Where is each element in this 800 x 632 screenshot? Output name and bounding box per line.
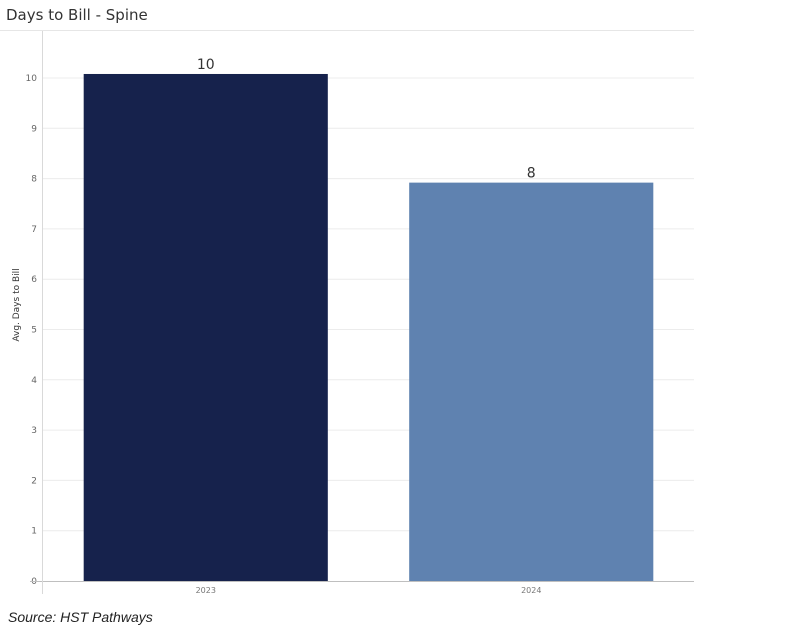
y-tick-label: 1 xyxy=(31,527,37,537)
title-divider xyxy=(0,30,694,31)
data-label-2023: 10 xyxy=(197,57,215,73)
y-tick-label: 2 xyxy=(31,476,37,486)
source-note: Source: HST Pathways xyxy=(8,609,153,625)
data-label-2024: 8 xyxy=(527,166,536,182)
y-axis-ticks: 012345678910 xyxy=(26,74,38,587)
chart-title: Days to Bill - Spine xyxy=(6,6,148,24)
y-tick-label: 5 xyxy=(31,326,37,336)
bar-2023 xyxy=(83,73,328,581)
y-tick-label: 8 xyxy=(31,175,37,185)
y-tick-label: 9 xyxy=(31,124,37,134)
y-tick-label: 4 xyxy=(31,376,37,386)
x-axis-ticks: 2023 2024 xyxy=(196,586,542,595)
bar-2024 xyxy=(409,182,654,581)
y-tick-label: 10 xyxy=(26,74,38,84)
y-tick-label: 3 xyxy=(31,426,37,436)
x-tick-label-2024: 2024 xyxy=(521,586,541,595)
y-tick-label: 6 xyxy=(31,275,37,285)
y-axis-label: Avg. Days to Bill xyxy=(12,268,22,341)
data-labels: 10 8 xyxy=(197,57,536,182)
bars xyxy=(83,73,654,581)
y-tick-label: 7 xyxy=(31,225,37,235)
x-tick-label-2023: 2023 xyxy=(196,586,216,595)
